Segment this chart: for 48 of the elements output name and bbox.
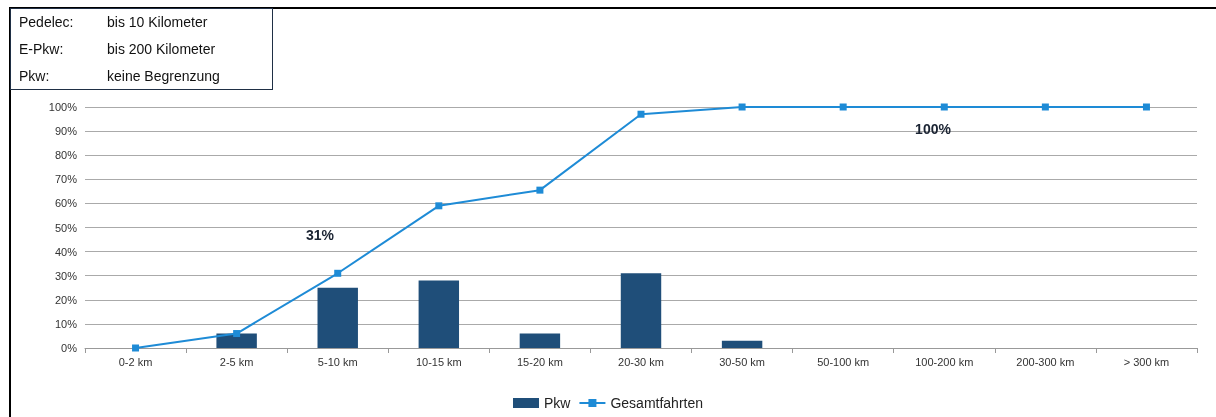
x-tick-label: 50-100 km	[817, 355, 870, 368]
y-tick-label: 90%	[54, 125, 78, 138]
point	[233, 330, 241, 338]
y-tick-label: 60%	[54, 197, 78, 210]
point	[1041, 103, 1049, 111]
x-tick-label: 5-10 km	[317, 355, 358, 368]
point	[1142, 103, 1150, 111]
x-tick-label: > 300 km	[1123, 355, 1170, 368]
text: bis 200 Kilometer	[107, 40, 217, 57]
point	[536, 186, 544, 194]
x-tick-label: 10-15 km	[415, 355, 462, 368]
x-tick-label: 0-2 km	[118, 355, 153, 368]
y-tick-label: 40%	[54, 245, 78, 258]
y-tick-label: 70%	[54, 173, 78, 186]
annotation: 100%	[915, 121, 952, 137]
point	[435, 202, 443, 210]
bar	[317, 287, 358, 348]
x-tick-label: 15-20 km	[516, 355, 563, 368]
x-tick-label: 2-5 km	[219, 355, 254, 368]
text: keine Begrenzung	[107, 67, 221, 84]
x-tick-label: 200-300 km	[1016, 355, 1075, 368]
point	[637, 110, 645, 118]
legend-label: Pkw	[543, 395, 572, 411]
x-tick-label: 20-30 km	[618, 355, 664, 368]
text: E-Pkw:	[19, 40, 65, 57]
y-tick-label: 50%	[54, 221, 78, 234]
y-tick-label: 80%	[54, 149, 78, 162]
point	[940, 103, 948, 111]
legend-label: Gesamtfahrten	[610, 395, 704, 411]
bar	[519, 333, 561, 348]
bar	[721, 340, 763, 348]
bar	[620, 273, 662, 348]
text: Pkw:	[19, 67, 51, 84]
x-tick-label: 100-200 km	[915, 355, 974, 368]
y-tick-label: 10%	[54, 317, 78, 330]
point	[132, 344, 140, 352]
point	[334, 269, 342, 277]
annotation: 31%	[305, 227, 335, 243]
x-tick-label: 30-50 km	[719, 355, 766, 368]
y-tick-label: 100%	[48, 101, 78, 113]
point	[839, 103, 847, 111]
text: bis 10 Kilometer	[107, 14, 209, 31]
y-tick-label: 20%	[54, 293, 78, 306]
bar	[418, 280, 460, 348]
y-tick-label: 0%	[61, 342, 78, 354]
point	[738, 103, 746, 111]
y-tick-label: 30%	[54, 269, 78, 282]
text: Pedelec:	[19, 14, 75, 31]
